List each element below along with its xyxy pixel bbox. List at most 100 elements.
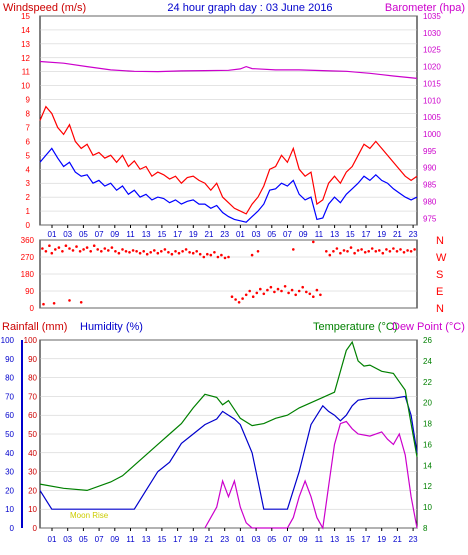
temperature-tick-label: 10 <box>423 503 432 512</box>
direction-point <box>241 297 244 300</box>
direction-point <box>395 250 399 253</box>
direction-point <box>100 250 103 253</box>
wind-time-label: 15 <box>346 230 355 239</box>
gust-line <box>39 105 418 215</box>
climate-time-label: 13 <box>330 535 339 544</box>
direction-point <box>121 248 124 251</box>
wind-time-label: 21 <box>205 230 214 239</box>
direction-point <box>78 250 82 253</box>
wind-panel-frame <box>39 15 418 226</box>
direction-point <box>315 288 319 292</box>
direction-point <box>198 252 202 256</box>
humidity-tick-label: 10 <box>5 505 14 514</box>
temperature-tick-label: 14 <box>423 461 432 470</box>
climate-panel-grid <box>40 339 417 529</box>
humidity-tick-label: 100 <box>1 336 15 345</box>
temperature-tick-label: 22 <box>423 378 432 387</box>
direction-point <box>42 302 45 306</box>
climate-time-label: 15 <box>157 535 166 544</box>
climate-time-label: 09 <box>110 535 119 544</box>
direction-point <box>160 250 163 253</box>
climate-time-label: 01 <box>48 535 57 544</box>
barometer-tick-label: 975 <box>423 214 437 223</box>
direction-point <box>262 292 266 296</box>
climate-time-label: 05 <box>267 535 276 544</box>
direction-point <box>266 288 269 292</box>
wind-time-label: 03 <box>63 230 72 239</box>
climate-time-label: 23 <box>409 535 418 544</box>
humidity-axis: 0 0 10 10 20 20 30 30 40 40 50 50 60 60 70 70 80 80 90 90 10… <box>1 336 38 533</box>
direction-point <box>110 246 114 249</box>
direction-points <box>41 240 416 306</box>
direction-point <box>52 302 56 305</box>
direction-point <box>301 285 305 289</box>
barometer-tick-label: 995 <box>423 147 437 156</box>
direction-point <box>114 250 117 253</box>
direction-point <box>339 251 342 255</box>
direction-point <box>305 290 308 294</box>
direction-point <box>227 255 230 259</box>
barometer-tick-label: 1030 <box>423 29 441 38</box>
temperature-tick-label: 12 <box>423 482 432 491</box>
direction-point <box>50 251 54 255</box>
barometer-tick-label: 1010 <box>423 96 441 105</box>
wind-tick-label: 2 <box>26 193 31 202</box>
climate-time-label: 21 <box>205 535 214 544</box>
barometer-line <box>39 60 418 79</box>
rainfall-tick-label: 0 <box>33 524 38 533</box>
direction-point <box>184 248 188 251</box>
direction-point <box>135 250 138 253</box>
direction-point <box>131 249 135 252</box>
direction-point <box>145 252 149 256</box>
direction-point <box>209 253 213 257</box>
direction-point <box>269 285 273 289</box>
windspeed-title: Windspeed (m/s) <box>3 2 86 14</box>
wind-tick-label: 6 <box>26 137 31 146</box>
temperature-tick-label: 16 <box>423 440 432 449</box>
humidity-tick-label: 20 <box>5 486 14 495</box>
direction-compass-label: N <box>436 303 444 315</box>
direction-point <box>216 255 220 259</box>
wind-time-label: 23 <box>409 230 418 239</box>
dewpoint-label: Dew Point (°C) <box>392 321 465 333</box>
direction-point <box>202 255 206 259</box>
direction-point <box>273 290 276 294</box>
humidity-line <box>39 395 418 510</box>
direction-point <box>79 301 83 304</box>
barometer-tick-label: 1000 <box>423 130 441 139</box>
wind-time-label: 19 <box>377 230 386 239</box>
direction-point <box>191 251 195 255</box>
wind-time-label: 09 <box>299 230 308 239</box>
wind-time-label: 15 <box>157 230 166 239</box>
direction-point <box>290 288 294 292</box>
climate-time-label: 07 <box>95 535 104 544</box>
temperature-tick-label: 24 <box>423 357 432 366</box>
barometer-tick-label: 980 <box>423 197 437 206</box>
direction-point <box>353 251 356 255</box>
rainfall-tick-label: 60 <box>28 411 37 420</box>
rainfall-label: Rainfall (mm) <box>2 321 67 333</box>
direction-point <box>255 291 259 295</box>
direction-point <box>107 249 110 252</box>
humidity-tick-label: 40 <box>5 449 14 458</box>
wind-time-label: 05 <box>267 230 276 239</box>
direction-point <box>367 250 371 253</box>
direction-point <box>388 250 392 253</box>
graph-date-title: 24 hour graph day : 03 June 2016 <box>167 2 332 14</box>
temperature-tick-label: 8 <box>423 524 428 533</box>
direction-point <box>92 244 96 247</box>
direction-compass-label: W <box>436 252 447 264</box>
direction-point <box>61 250 64 253</box>
direction-point <box>54 248 57 251</box>
wind-tick-label: 12 <box>21 54 30 63</box>
direction-point <box>234 298 237 301</box>
wind-tick-label: 8 <box>26 110 31 119</box>
climate-time-axis: 01 03 05 07 09 11 13 15 17 19 21 23 01 03 05 07 09 11 13 15… <box>48 528 418 544</box>
wind-time-label: 03 <box>252 230 261 239</box>
barometer-tick-label: 1015 <box>423 79 441 88</box>
direction-point <box>48 244 51 247</box>
direction-point <box>85 246 89 249</box>
direction-point <box>370 247 374 250</box>
humidity-tick-label: 50 <box>5 430 14 439</box>
